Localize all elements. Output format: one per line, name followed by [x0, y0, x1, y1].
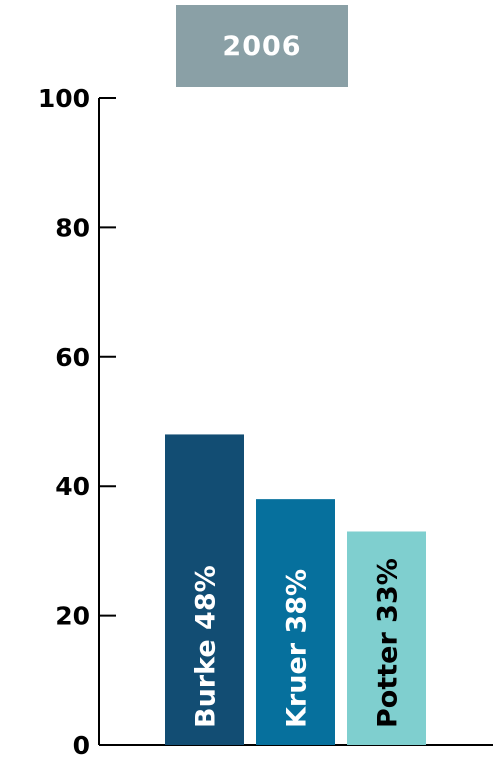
y-tick-label: 60 — [55, 343, 90, 372]
y-tick-label: 80 — [55, 213, 90, 242]
bar-label-potter: Potter 33% — [373, 558, 404, 728]
y-tick-label: 20 — [55, 602, 90, 631]
chart-title-box: 2006 — [176, 5, 348, 87]
y-tick-label: 40 — [55, 472, 90, 501]
bars: Burke 48% Kruer 38% Potter 33% — [165, 434, 426, 745]
bar-label-kruer: Kruer 38% — [282, 569, 313, 728]
bar-label-burke: Burke 48% — [191, 565, 222, 728]
bar-kruer — [256, 499, 335, 745]
y-tick-label: 100 — [38, 84, 90, 113]
y-axis-ticks: 0 20 40 60 80 100 — [38, 84, 116, 758]
bar-potter — [347, 531, 426, 745]
chart-title: 2006 — [222, 30, 302, 62]
y-tick-label: 0 — [73, 731, 90, 758]
bar-burke — [165, 434, 244, 745]
